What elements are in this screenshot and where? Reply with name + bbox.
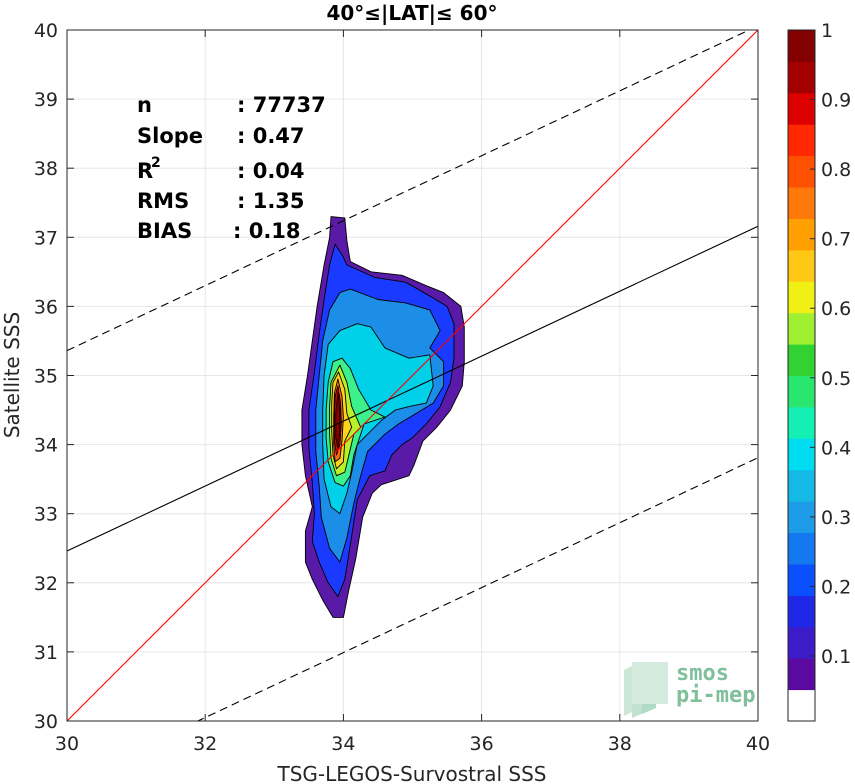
y-tick-label-7: 37 (34, 227, 58, 249)
colorbar-segment-9 (788, 406, 815, 439)
colorbar-segment-19 (788, 92, 815, 125)
stat-name-0: n (137, 93, 152, 117)
statistics-box: n : 77737 Slope : 0.47 R2 : 0.04 RMS : 1.35 BIAS… (137, 93, 326, 243)
colorbar-label-6: 0.7 (821, 229, 851, 251)
line-fit (67, 225, 758, 552)
y-tick-label-1: 31 (34, 642, 58, 664)
y-tick-label-10: 40 (34, 20, 58, 42)
stat-sup-2: 2 (151, 155, 161, 171)
colorbar-segment-20 (788, 61, 815, 94)
y-tick-label-8: 38 (34, 158, 58, 180)
x-tick-label-0: 30 (55, 733, 79, 755)
colorbar-label-0: 0.1 (821, 646, 851, 668)
colorbar-segment-2 (788, 626, 815, 659)
line-identity (67, 30, 758, 721)
density-contours (301, 216, 465, 618)
stat-value-3: : 1.35 (237, 189, 305, 213)
y-axis-label: Satellite SSS (0, 312, 24, 438)
regression-lines (67, 30, 758, 721)
stat-value-0: : 77737 (237, 93, 326, 117)
colorbar-segment-7 (788, 469, 815, 502)
colorbar-label-5: 0.6 (821, 298, 851, 320)
y-tick-label-0: 30 (34, 711, 58, 733)
colorbar-segment-17 (788, 155, 815, 188)
line-fit-upper (67, 30, 751, 352)
stat-value-2: : 0.04 (237, 159, 305, 183)
colorbar-label-4: 0.5 (821, 368, 851, 390)
colorbar-segment-8 (788, 438, 815, 471)
x-tick-label-2: 34 (331, 733, 355, 755)
y-tick-label-6: 36 (34, 296, 58, 318)
stat-name-2: R (137, 159, 153, 183)
smos-pimep-logo: smos pi-mep (624, 661, 755, 718)
colorbar-segment-3 (788, 595, 815, 628)
x-tick-label-5: 40 (746, 733, 770, 755)
colorbar-frame (787, 29, 816, 722)
chart-title: 40°≤|LAT|≤ 60° (326, 1, 497, 25)
x-tick-label-1: 32 (193, 733, 217, 755)
colorbar-label-9: 1 (821, 20, 833, 42)
x-tick-label-3: 36 (470, 733, 494, 755)
colorbar-segment-1 (788, 658, 815, 691)
colorbar-label-3: 0.4 (821, 437, 851, 459)
colorbar-segment-15 (788, 218, 815, 251)
y-tick-label-3: 33 (34, 504, 58, 526)
colorbar-segment-4 (788, 563, 815, 596)
stat-name-3: RMS (137, 189, 189, 213)
axes: 30 32 34 36 38 40 30 31 32 33 34 35 36 37 38 39 40 (34, 20, 770, 755)
colorbar-segment-12 (788, 312, 815, 345)
logo-line-pimep: pi-mep (676, 683, 755, 708)
y-tick-label-2: 32 (34, 573, 58, 595)
colorbar-segment-10 (788, 375, 815, 408)
colorbar-segment-21 (788, 30, 815, 62)
stat-name-1: Slope (137, 124, 203, 148)
contour-level-9 (335, 392, 341, 449)
colorbar-segment-5 (788, 532, 815, 565)
colorbar: 0.1 0.2 0.3 0.4 0.5 0.6 0.7 0.8 0.9 1 (787, 20, 851, 722)
x-tick-label-4: 38 (608, 733, 632, 755)
colorbar-label-1: 0.2 (821, 576, 851, 598)
colorbar-segment-16 (788, 187, 815, 219)
y-tick-label-4: 34 (34, 435, 58, 457)
colorbar-segment-0 (788, 689, 815, 722)
stat-name-4: BIAS (137, 219, 192, 243)
colorbar-segment-14 (788, 249, 815, 282)
colorbar-segment-18 (788, 124, 815, 157)
stat-value-4: : 0.18 (233, 219, 301, 243)
colorbar-label-2: 0.3 (821, 507, 851, 529)
colorbar-label-8: 0.9 (821, 90, 851, 112)
line-fit-lower (196, 457, 758, 721)
y-tick-label-9: 39 (34, 89, 58, 111)
y-tick-label-5: 35 (34, 366, 58, 388)
logo-line-smos: smos (676, 661, 729, 686)
colorbar-segment-11 (788, 344, 815, 376)
colorbar-label-7: 0.8 (821, 159, 851, 181)
stat-value-1: : 0.47 (237, 124, 305, 148)
x-axis-label: TSG-LEGOS-Survostral SSS (277, 762, 547, 784)
